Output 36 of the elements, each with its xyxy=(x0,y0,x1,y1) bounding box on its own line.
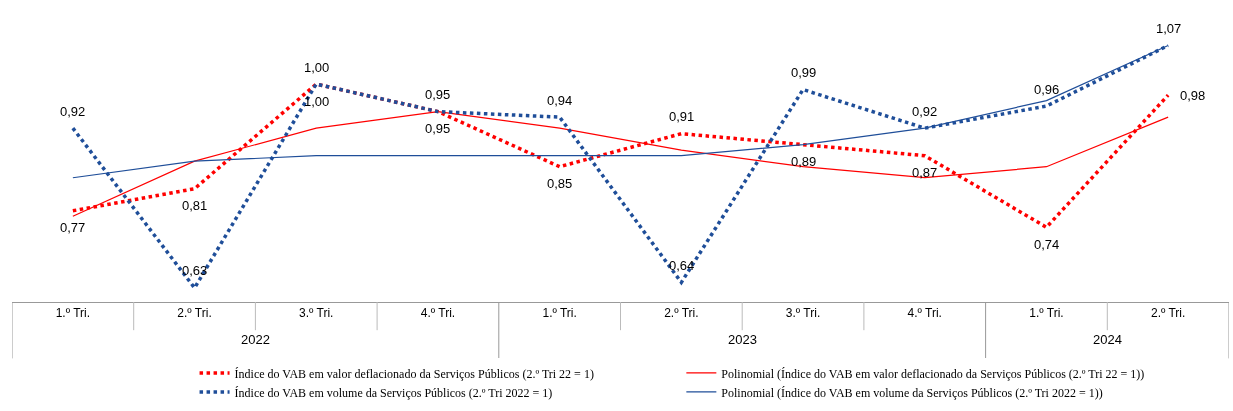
text: 2022 xyxy=(241,332,270,347)
data-label: 1,00 xyxy=(304,94,330,109)
data-label: 0,95 xyxy=(425,121,451,136)
x-tick-label: 4.º Tri. xyxy=(907,306,942,321)
data-label: 0,96 xyxy=(1034,82,1060,97)
data-label: 0,98 xyxy=(1180,88,1206,103)
data-label: 0,89 xyxy=(791,154,817,169)
x-tick-label: 1.º Tri. xyxy=(55,306,91,321)
data-label: 1,00 xyxy=(304,60,330,75)
legend-label: Polinomial (Índice do VAB em valor deflacionado da Serviços Públicos (2.º Tri 22 = 1)) xyxy=(721,366,1145,381)
x-tick-label: 3.º Tri. xyxy=(785,306,821,321)
text: 2024 xyxy=(1093,332,1122,347)
data-label: 0,85 xyxy=(547,176,573,191)
data-label: 0,63 xyxy=(182,263,208,278)
data-label: 0,94 xyxy=(547,93,573,108)
data-label: 0,95 xyxy=(425,87,451,102)
data-label: 0,77 xyxy=(60,220,86,235)
data-label: 0,91 xyxy=(669,109,695,124)
data-label: 0,92 xyxy=(912,104,938,119)
data-label: 0,92 xyxy=(60,104,86,119)
legend-label: Índice do VAB em valor deflacionado da Serviços Públicos (2.º Tri 22 = 1) xyxy=(234,366,594,381)
data-label: 0,99 xyxy=(791,65,817,80)
x-tick-label: 2.º Tri. xyxy=(1150,306,1186,321)
x-tick-label: 1.º Tri. xyxy=(542,306,577,321)
legend-label: Polinomial (Índice do VAB em volume da Serviços Públicos (2.º Tri 2022 = 1)) xyxy=(721,385,1103,400)
x-tick-label: 2.º Tri. xyxy=(664,306,699,321)
x-tick-label: 4.º Tri. xyxy=(420,306,456,321)
x-tick-label: 2.º Tri. xyxy=(177,306,212,321)
data-label: 1,07 xyxy=(1156,21,1182,36)
data-label: 0,87 xyxy=(912,165,938,180)
data-label: 0,81 xyxy=(182,198,208,213)
x-tick-label: 1.º Tri. xyxy=(1029,306,1064,321)
legend-label: Índice do VAB em volume da Serviços Públicos (2.º Tri 2022 = 1) xyxy=(234,385,553,400)
data-label: 0,74 xyxy=(1034,237,1060,252)
text: 2023 xyxy=(728,332,757,347)
x-tick-label: 3.º Tri. xyxy=(299,306,334,321)
